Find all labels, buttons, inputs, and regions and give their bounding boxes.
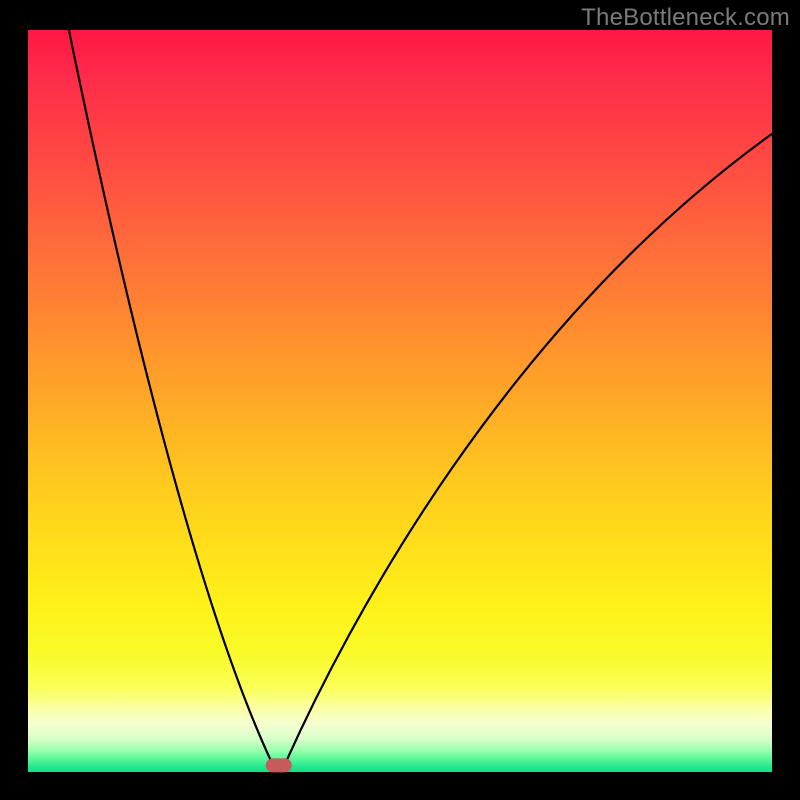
chart-container: TheBottleneck.com — [0, 0, 800, 800]
plot-background — [28, 30, 772, 772]
watermark-text: TheBottleneck.com — [581, 4, 790, 32]
bottleneck-chart — [0, 0, 800, 800]
optimum-marker — [266, 758, 292, 772]
